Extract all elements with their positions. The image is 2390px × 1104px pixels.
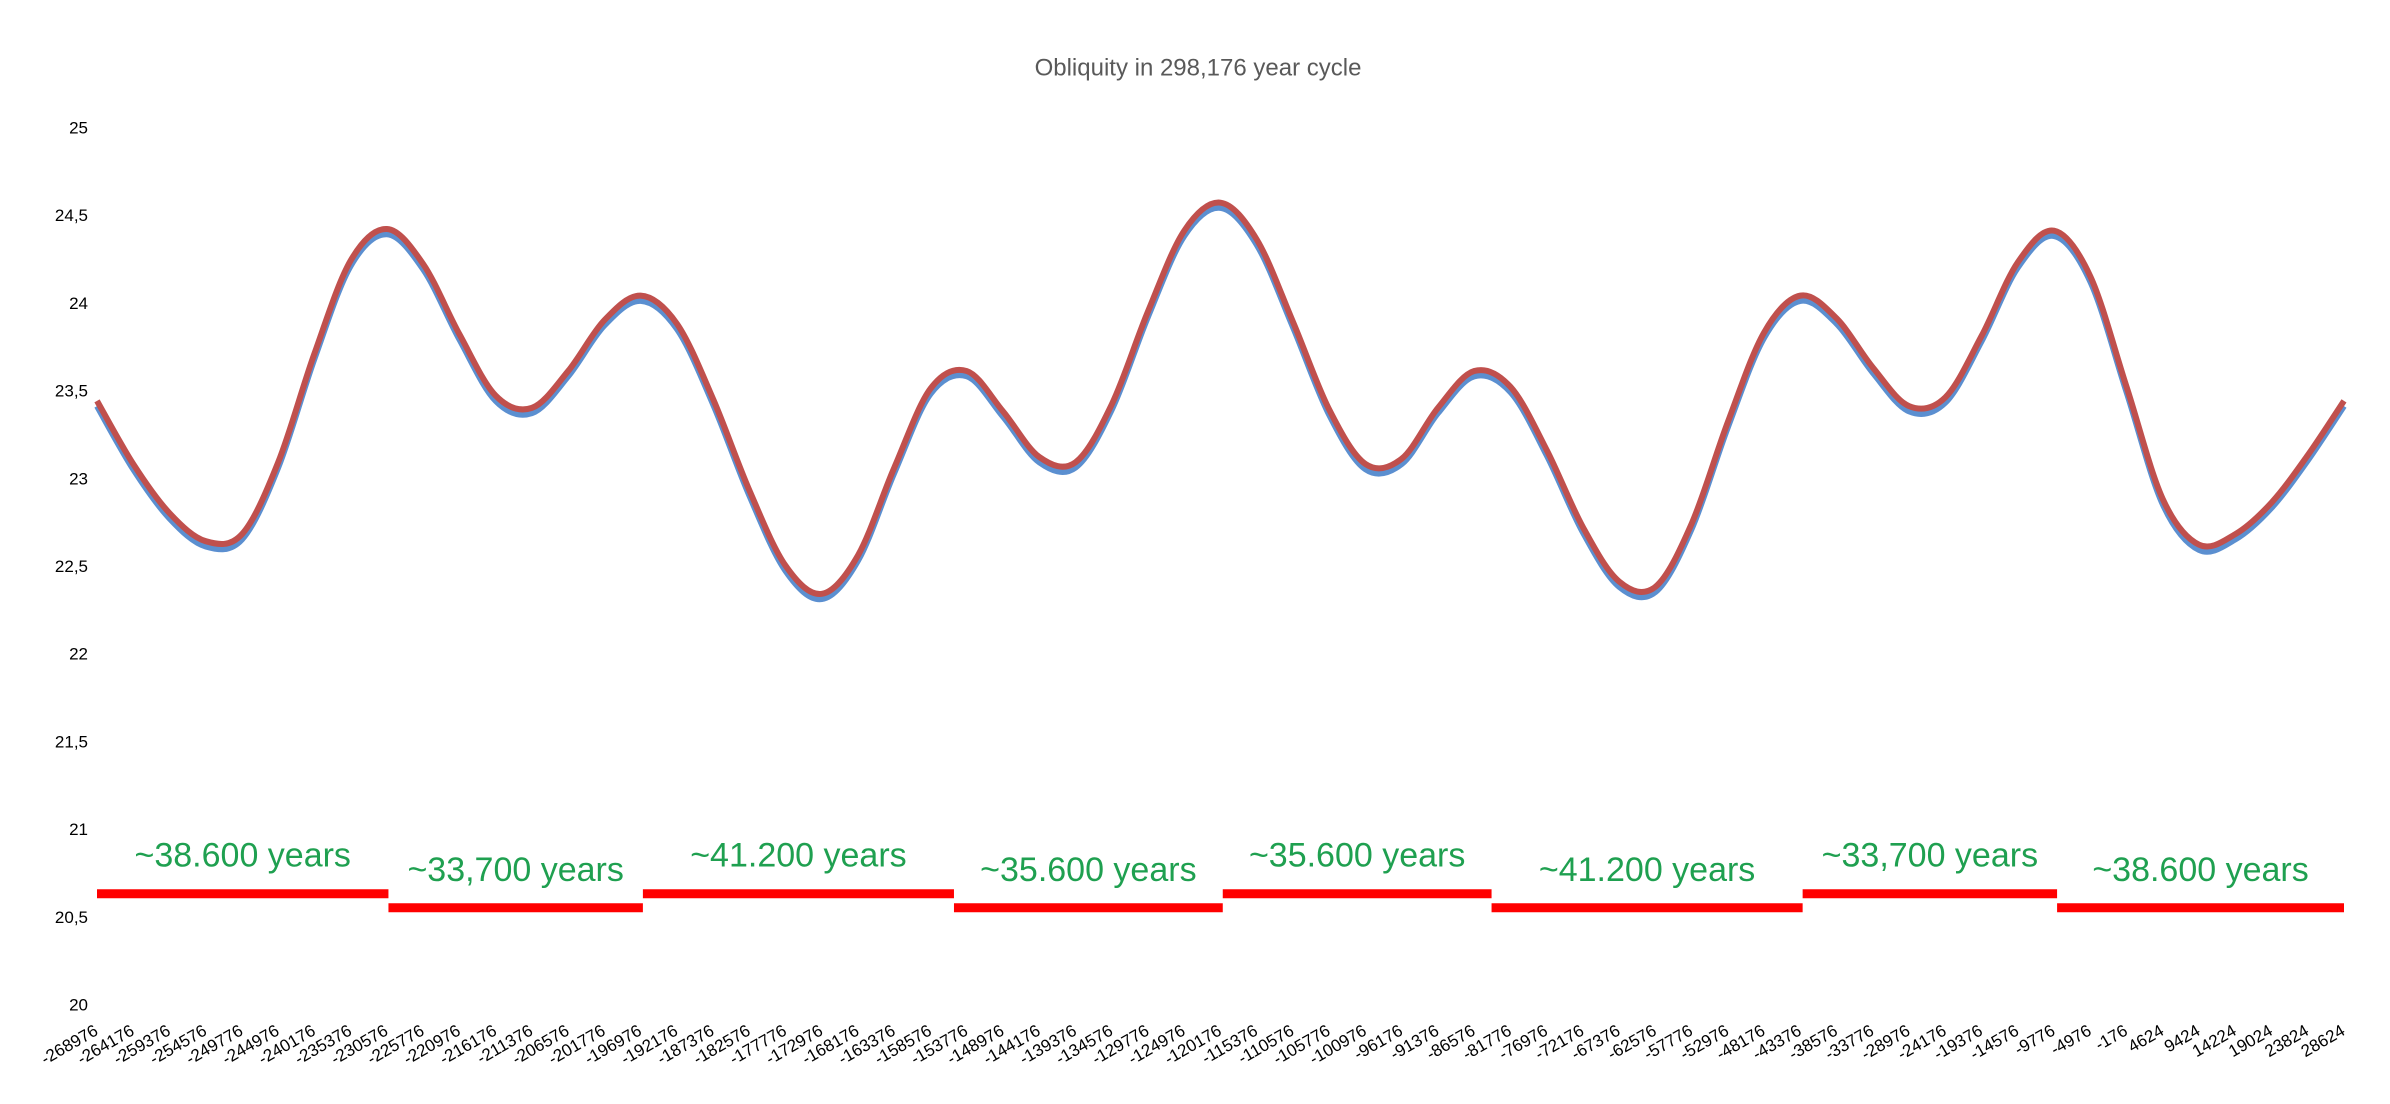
y-tick-label: 21 xyxy=(69,820,88,839)
x-tick-label: -176 xyxy=(2092,1021,2131,1054)
annotation-label: ~41.200 years xyxy=(690,837,906,875)
annotation-label: ~33,700 years xyxy=(1822,837,2038,875)
y-tick-label: 24 xyxy=(69,294,88,313)
y-tick-label: 23,5 xyxy=(55,382,88,401)
y-tick-label: 21,5 xyxy=(55,732,88,751)
series-line xyxy=(94,204,2347,603)
y-tick-label: 22 xyxy=(69,645,88,664)
annotation-label: ~41.200 years xyxy=(1539,851,1755,889)
y-tick-label: 20 xyxy=(69,995,88,1014)
y-tick-label: 22,5 xyxy=(55,557,88,576)
y-tick-label: 25 xyxy=(69,118,88,137)
y-tick-label: 24,5 xyxy=(55,206,88,225)
y-tick-label: 23 xyxy=(69,469,88,488)
annotation-label: ~38.600 years xyxy=(135,837,351,875)
x-tick-label: -4976 xyxy=(2047,1021,2094,1059)
annotation-label: ~35.600 years xyxy=(980,851,1196,889)
series-line xyxy=(94,199,2347,597)
annotation-label: ~35.600 years xyxy=(1249,837,1465,875)
annotation-label: ~33,700 years xyxy=(407,851,623,889)
x-tick-label: 4624 xyxy=(2125,1021,2167,1056)
annotation-label: ~38.600 years xyxy=(2092,851,2308,889)
chart-title: Obliquity in 298,176 year cycle xyxy=(1035,54,1362,81)
y-tick-label: 20,5 xyxy=(55,908,88,927)
